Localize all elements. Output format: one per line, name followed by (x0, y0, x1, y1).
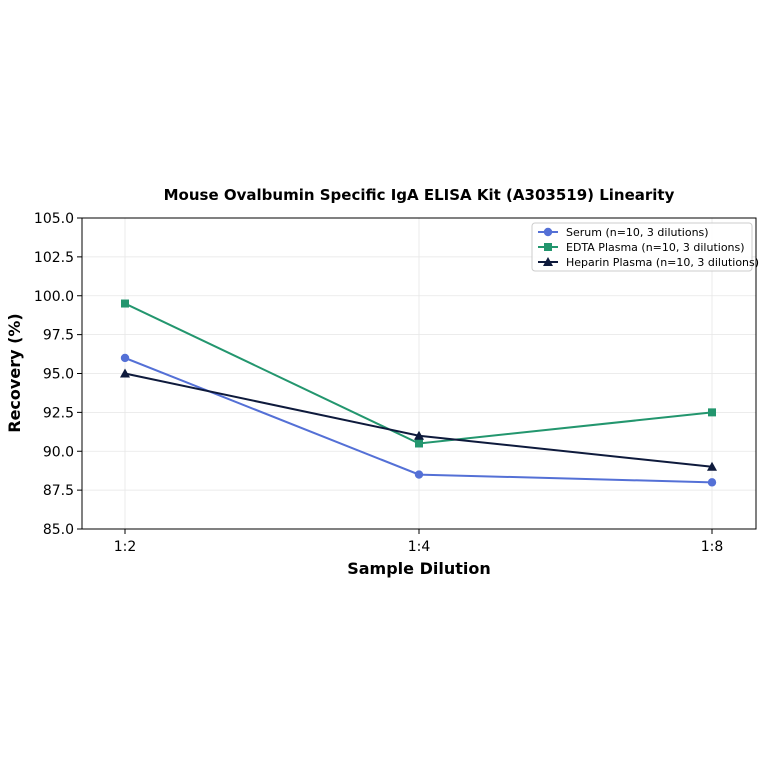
data-point (707, 461, 717, 471)
data-point (121, 299, 129, 308)
chart-title: Mouse Ovalbumin Specific IgA ELISA Kit (… (164, 186, 675, 204)
x-axis-label: Sample Dilution (347, 559, 491, 578)
legend-box (531, 222, 753, 272)
series-2 (121, 299, 716, 448)
y-tick-label: 100.0 (34, 289, 74, 305)
y-tick-label: 105.0 (34, 211, 74, 227)
legend-label: EDTA Plasma (n=10, 3 dilutions) (566, 241, 745, 254)
legend-item: Serum (n=10, 3 dilutions) (538, 226, 709, 239)
y-tick-label: 85.0 (43, 522, 74, 538)
series-line (124, 357, 713, 484)
legend-marker (544, 243, 552, 251)
series-1 (120, 353, 717, 487)
legend-label: Serum (n=10, 3 dilutions) (566, 226, 709, 239)
legend-item: EDTA Plasma (n=10, 3 dilutions) (538, 241, 745, 254)
y-tick-label: 102.5 (34, 250, 74, 266)
data-point (120, 353, 130, 363)
x-tick-label: 1:4 (408, 539, 431, 555)
series-group (120, 299, 717, 487)
legend-marker (543, 257, 553, 266)
data-point (415, 439, 423, 448)
data-point (414, 470, 424, 479)
y-axis-ticks: 85.0 87.5 90.0 92.5 95.0 97.5 100.0 102.5 105.0 (34, 211, 82, 538)
y-tick-label: 97.5 (43, 328, 74, 344)
legend: Serum (n=10, 3 dilutions) EDTA Plasma (n=… (531, 222, 759, 272)
data-point (708, 408, 716, 417)
series-3 (120, 368, 717, 471)
data-point (120, 368, 130, 378)
y-tick-label: 92.5 (43, 405, 74, 421)
data-point (414, 430, 424, 440)
data-point (707, 478, 717, 487)
y-tick-label: 90.0 (43, 444, 74, 460)
y-axis-label: Recovery (%) (5, 313, 24, 432)
x-tick-label: 1:8 (701, 539, 724, 555)
legend-item: Heparin Plasma (n=10, 3 dilutions) (538, 256, 759, 269)
legend-label: Heparin Plasma (n=10, 3 dilutions) (566, 256, 759, 269)
y-tick-label: 87.5 (43, 483, 74, 499)
x-axis-ticks: 1:2 1:4 1:8 (114, 529, 724, 555)
legend-marker (543, 227, 553, 237)
y-tick-label: 95.0 (43, 367, 74, 383)
series-line (124, 372, 713, 468)
x-tick-label: 1:2 (114, 539, 137, 555)
